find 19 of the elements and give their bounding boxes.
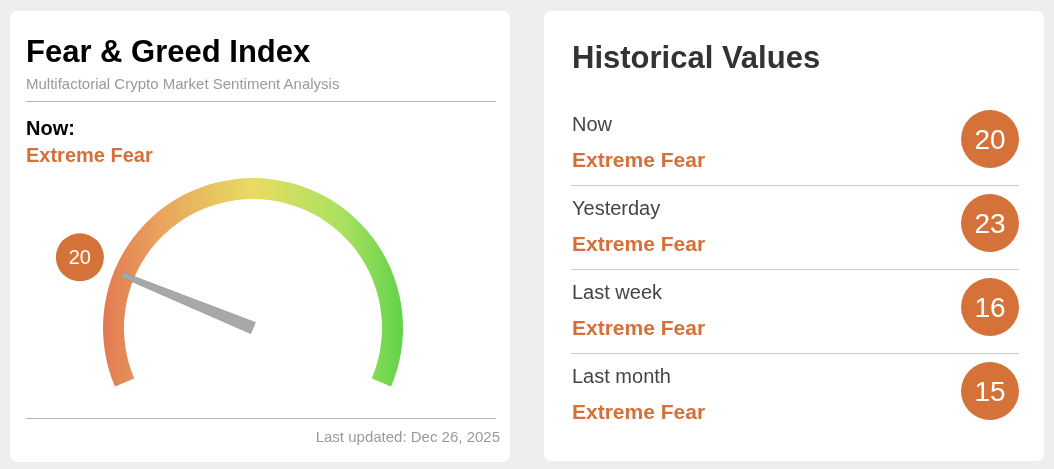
- data-label: 16: [974, 292, 1006, 323]
- data-label: 20: [974, 124, 1006, 155]
- category-label: Last month: [572, 365, 671, 387]
- category-label: Last week: [572, 281, 664, 303]
- text: Extreme Fear: [572, 316, 706, 339]
- text: Now:: [26, 117, 75, 139]
- text: Last updated: Dec 26, 2025: [315, 428, 500, 445]
- text: Fear & Greed Index: [26, 34, 312, 69]
- text: Extreme Fear: [572, 400, 706, 423]
- text: Extreme Fear: [572, 232, 706, 255]
- text: Extreme Fear: [572, 148, 706, 171]
- data-label: 20: [68, 246, 91, 269]
- text: Multifactorial Crypto Market Sentiment Analysis: [26, 75, 340, 92]
- category-label: Yesterday: [572, 197, 661, 219]
- data-label: 15: [974, 376, 1006, 407]
- data-label: 23: [974, 208, 1006, 239]
- category-label: Now: [572, 113, 613, 135]
- text: Extreme Fear: [26, 144, 153, 166]
- text: Historical Values: [572, 40, 821, 75]
